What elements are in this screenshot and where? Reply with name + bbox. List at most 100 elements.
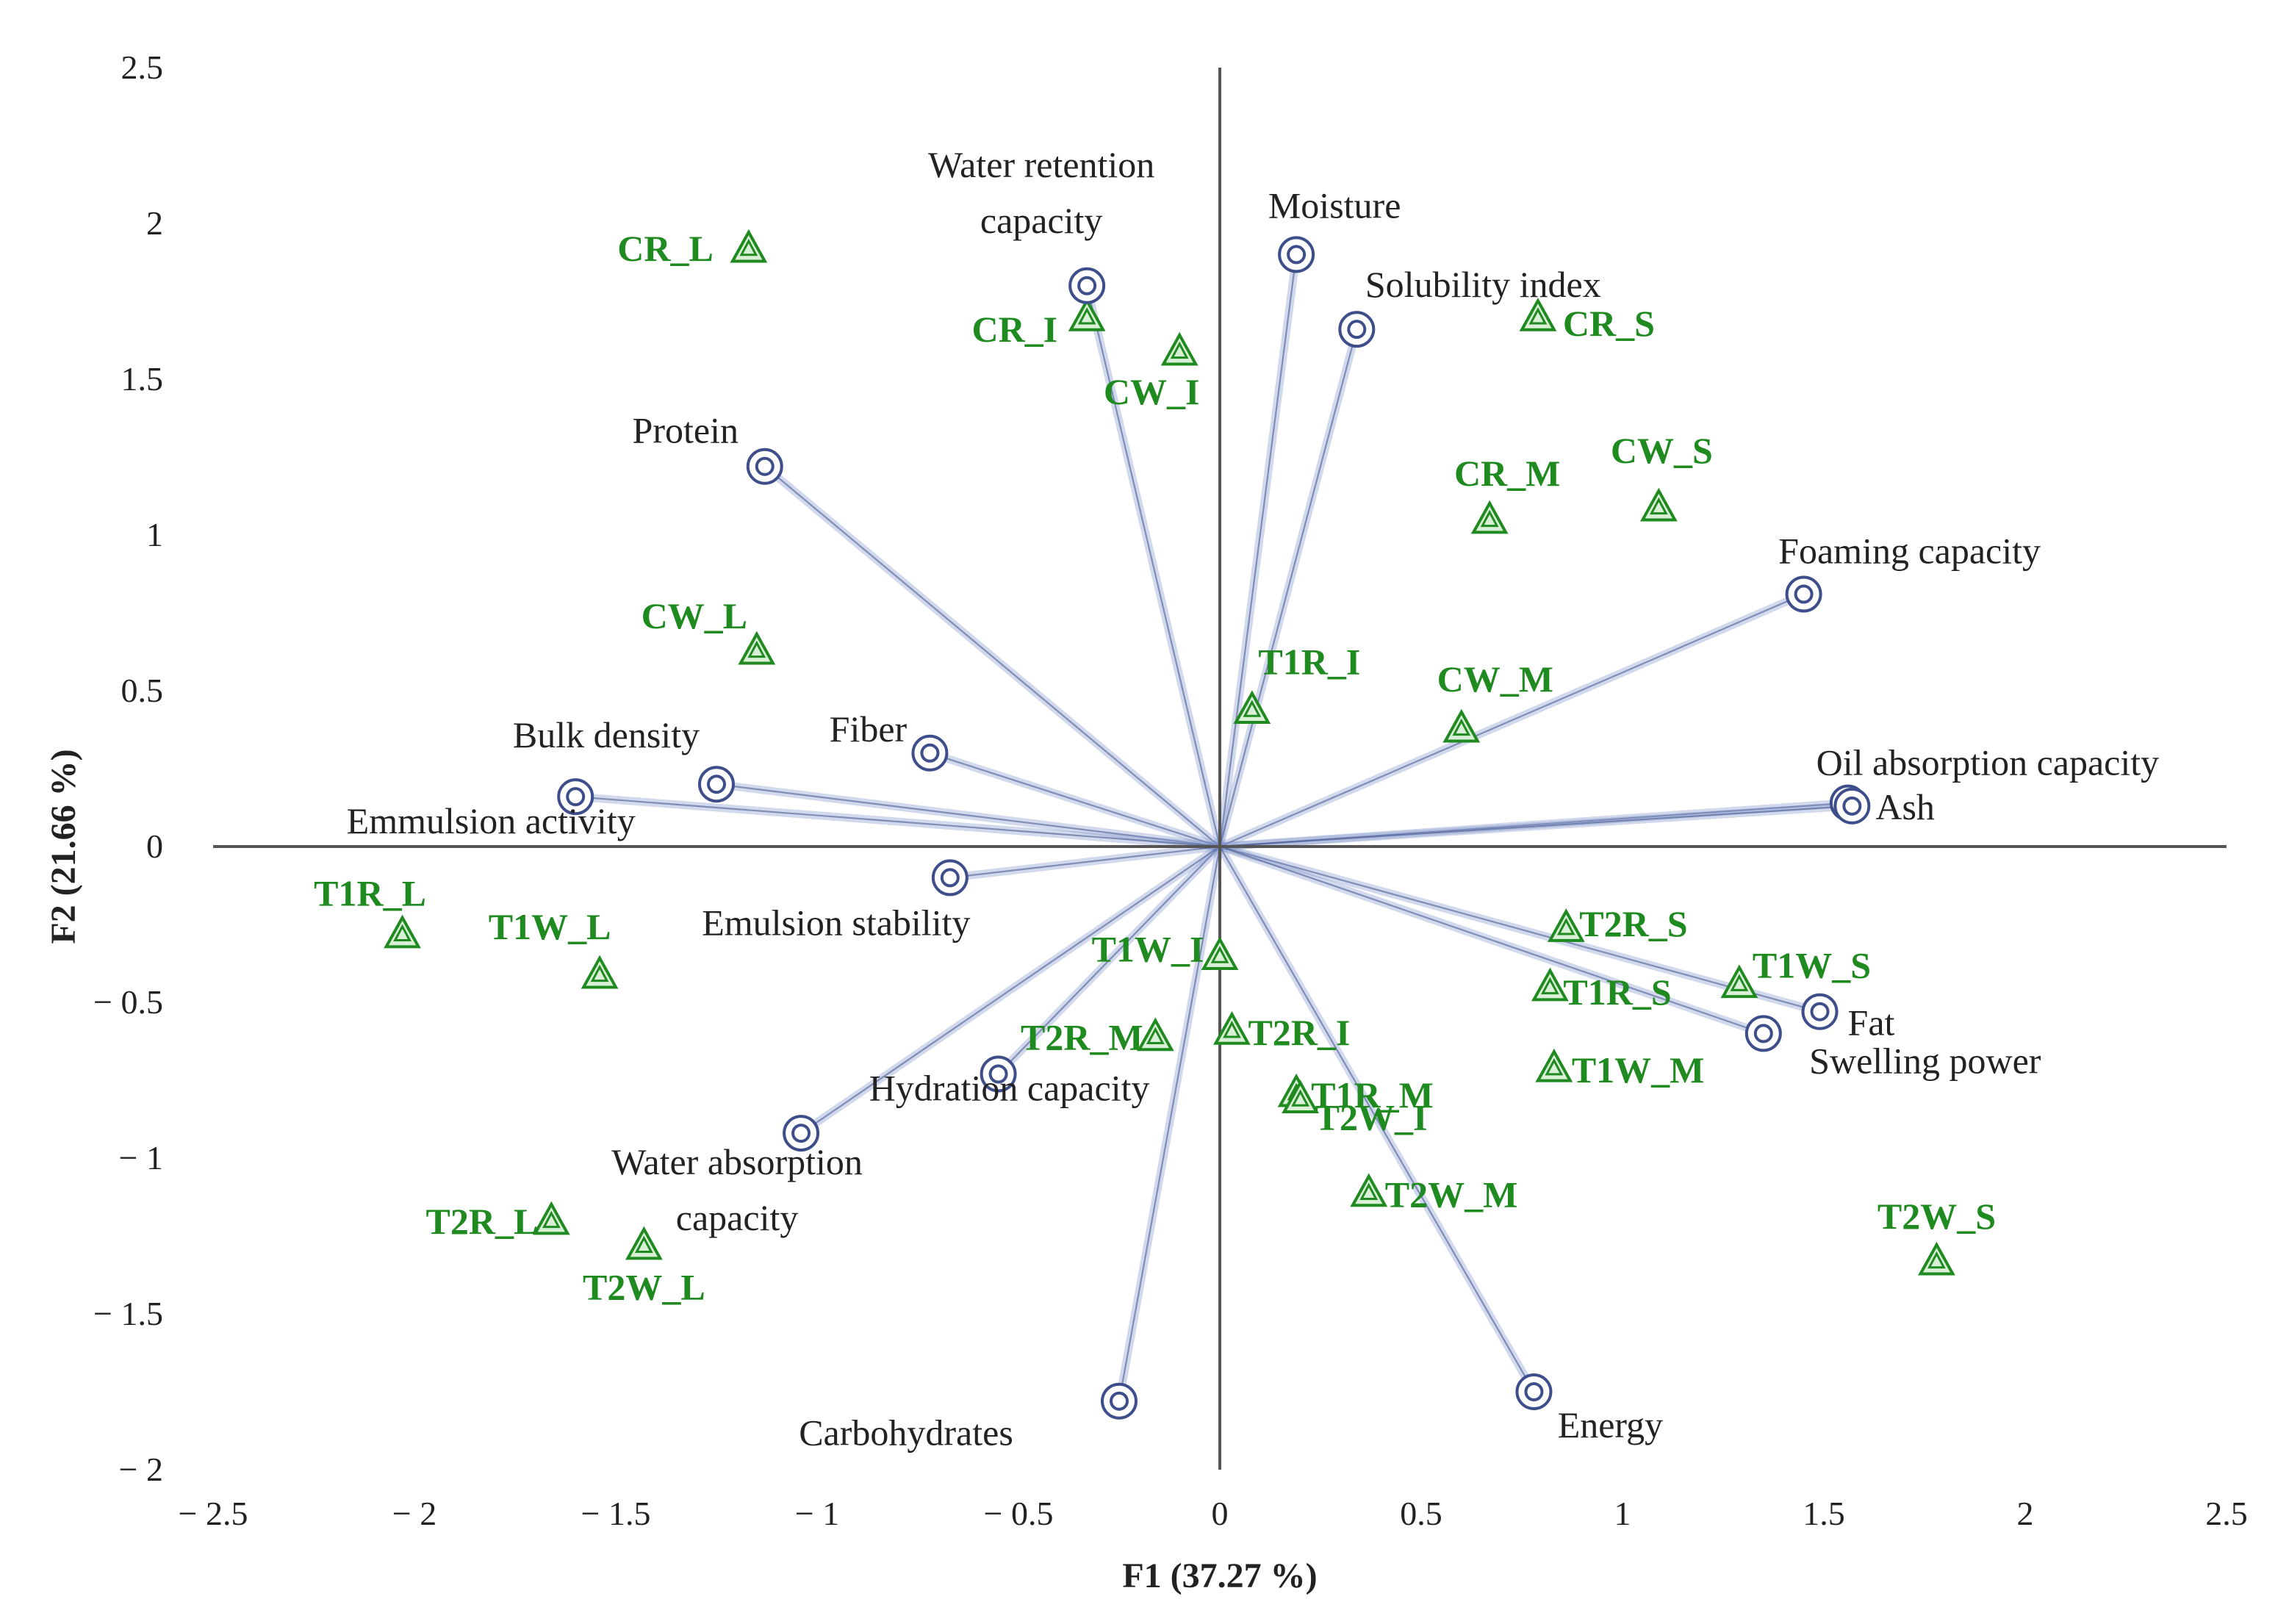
triangle-marker — [532, 1201, 570, 1235]
y-tick-label: 0 — [146, 827, 163, 865]
observation-label: CW_L — [642, 595, 747, 636]
triangle-marker — [738, 630, 776, 665]
observation-label: T2R_I — [1248, 1012, 1350, 1053]
loading-vector-core — [1218, 328, 1358, 847]
observation-label: T1R_M — [1311, 1074, 1434, 1115]
loading-vector-core — [1218, 254, 1298, 847]
observation-label: T1R_I — [1258, 641, 1360, 682]
observation-label: T2R_S — [1579, 903, 1687, 944]
y-axis-title: F2 (21.66 %) — [44, 749, 83, 944]
observation-label: CW_M — [1437, 658, 1553, 700]
observation-marker — [1282, 1079, 1319, 1114]
observation-label: T1W_I — [1092, 928, 1204, 969]
circle-marker — [1833, 787, 1871, 824]
y-tick-label: 1.5 — [121, 360, 164, 398]
loading-vector-core — [1219, 593, 1805, 848]
variable-marker — [1515, 1373, 1553, 1410]
observation-label: CW_S — [1611, 430, 1713, 471]
triangle-inner — [1077, 307, 1096, 325]
circle-inner — [940, 868, 960, 888]
circle-marker — [557, 778, 594, 816]
variable-marker — [746, 448, 783, 485]
triangle-inner — [542, 1210, 561, 1229]
variable-marker — [911, 734, 949, 772]
circle-inner — [988, 1064, 1008, 1084]
triangle-marker — [625, 1226, 663, 1260]
observation-label: CW_I — [1104, 371, 1200, 412]
observation-marker — [1160, 331, 1199, 366]
circle-inner — [920, 743, 940, 763]
observation-marker — [1720, 964, 1758, 999]
loading-vector-core — [1219, 845, 1764, 1035]
loading-vector-core — [1219, 845, 1820, 1013]
variable-marker — [1068, 267, 1106, 304]
circle-marker — [1801, 993, 1839, 1030]
x-tick-label: − 2 — [392, 1495, 436, 1532]
tick-labels: − 2.5 − 2 − 1.5 − 1 − 0.5 0 0.5 1 1.5 2 2.5 − 2 − 1.… — [93, 48, 2248, 1532]
circle-marker — [1278, 236, 1315, 273]
circle-inner — [1753, 1024, 1773, 1043]
variable-label: Water absorption — [611, 1141, 863, 1182]
observation-label: CR_S — [1563, 303, 1655, 344]
loading-vector-core — [1118, 846, 1221, 1401]
x-tick-label: 2.5 — [2205, 1495, 2248, 1532]
triangle-marker — [1470, 500, 1509, 534]
y-tick-label: 2 — [146, 204, 163, 242]
variable-label: Oil absorption capacity — [1817, 742, 2160, 783]
circle-inner — [1794, 584, 1814, 604]
variable-marker — [783, 1115, 820, 1152]
triangle-marker — [1442, 708, 1481, 743]
loading-vector-core — [575, 796, 1221, 848]
circle-marker — [1101, 1382, 1138, 1420]
triangle-marker — [1160, 331, 1199, 366]
triangle-inner — [1359, 1182, 1379, 1200]
circle-marker — [698, 766, 735, 803]
triangle-marker — [581, 955, 619, 989]
variable-label: Fiber — [830, 708, 908, 750]
variable-label: Emulsion stability — [702, 902, 970, 943]
variable-points: Water retention capacity Moisture Solubilit… — [347, 144, 2159, 1454]
circle-marker — [1744, 1015, 1782, 1052]
variable-marker — [1833, 787, 1871, 824]
variable-label: Bulk density — [513, 714, 700, 755]
circle-inner — [1077, 276, 1097, 295]
variable-label: Emmulsion activity — [347, 800, 636, 841]
observation-marker — [1350, 1173, 1388, 1207]
observation-marker — [1547, 908, 1585, 942]
triangle-inner — [590, 964, 609, 982]
triangle-inner — [1480, 509, 1499, 528]
observation-label: T2R_M — [1021, 1017, 1143, 1058]
observation-label: T1W_M — [1572, 1049, 1705, 1091]
circle-inner — [755, 456, 775, 476]
triangle-marker — [1918, 1241, 1955, 1276]
circle-marker — [783, 1115, 820, 1152]
circle-marker — [1515, 1373, 1553, 1410]
observation-marker — [1068, 298, 1106, 331]
triangle-inner — [1452, 718, 1471, 736]
circle-inner — [566, 787, 586, 807]
observation-marker — [1136, 1017, 1174, 1052]
triangle-inner — [1146, 1027, 1165, 1044]
x-tick-label: 0.5 — [1400, 1495, 1442, 1532]
circle-inner — [1287, 245, 1307, 265]
variable-marker — [698, 766, 735, 803]
variable-label: Moisture — [1268, 184, 1401, 226]
triangle-inner — [1730, 974, 1749, 991]
y-tick-label: 1 — [146, 516, 163, 553]
observation-label: T1W_L — [489, 906, 611, 947]
variable-label: Swelling power — [1809, 1040, 2041, 1081]
triangle-marker — [1201, 936, 1239, 970]
observation-marker — [625, 1226, 663, 1260]
x-tick-label: − 2.5 — [179, 1495, 248, 1532]
observation-label: CR_M — [1454, 453, 1560, 494]
observation-marker — [1201, 936, 1239, 970]
circle-inner — [1110, 1391, 1129, 1411]
observation-marker — [384, 914, 421, 949]
observation-label: T1R_L — [314, 873, 426, 914]
triangle-marker — [384, 914, 421, 949]
loading-vector-core — [997, 846, 1221, 1075]
circle-marker — [931, 859, 969, 897]
variable-marker — [1338, 311, 1376, 348]
circle-marker — [980, 1055, 1017, 1093]
